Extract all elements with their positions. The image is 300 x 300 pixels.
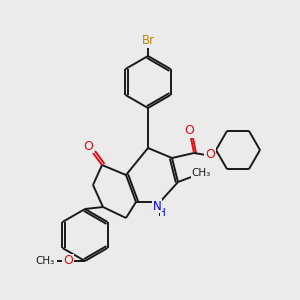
Text: CH₃: CH₃ [191,168,211,178]
Text: O: O [184,124,194,137]
Text: CH₃: CH₃ [35,256,55,266]
Text: N: N [153,200,161,212]
Text: O: O [205,148,215,161]
Text: O: O [83,140,93,152]
Text: O: O [63,254,73,268]
Text: H: H [158,208,166,218]
Text: Br: Br [141,34,154,47]
